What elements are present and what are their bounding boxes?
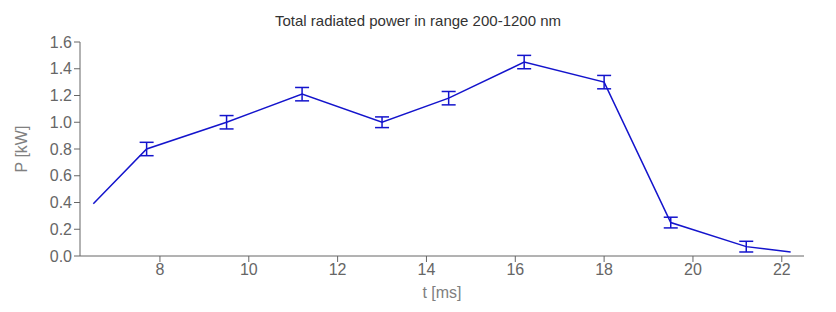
svg-text:22: 22 xyxy=(773,261,791,278)
svg-text:10: 10 xyxy=(240,261,258,278)
svg-text:0.6: 0.6 xyxy=(50,167,72,184)
svg-text:8: 8 xyxy=(155,261,164,278)
svg-text:1.2: 1.2 xyxy=(50,87,72,104)
svg-text:1.0: 1.0 xyxy=(50,114,72,131)
svg-text:12: 12 xyxy=(329,261,347,278)
svg-text:0.8: 0.8 xyxy=(50,141,72,158)
svg-text:18: 18 xyxy=(595,261,613,278)
svg-text:t [ms]: t [ms] xyxy=(422,284,461,301)
svg-text:20: 20 xyxy=(684,261,702,278)
svg-text:P [kW]: P [kW] xyxy=(13,126,30,173)
svg-text:1.4: 1.4 xyxy=(50,60,72,77)
svg-text:0.2: 0.2 xyxy=(50,221,72,238)
svg-text:16: 16 xyxy=(506,261,524,278)
html-text:Total radiated power in range: Total radiated power in range 200-1200 n… xyxy=(275,12,561,29)
svg-text:0.0: 0.0 xyxy=(50,248,72,265)
svg-text:0.4: 0.4 xyxy=(50,194,72,211)
svg-text:14: 14 xyxy=(418,261,436,278)
svg-text:1.6: 1.6 xyxy=(50,34,72,51)
